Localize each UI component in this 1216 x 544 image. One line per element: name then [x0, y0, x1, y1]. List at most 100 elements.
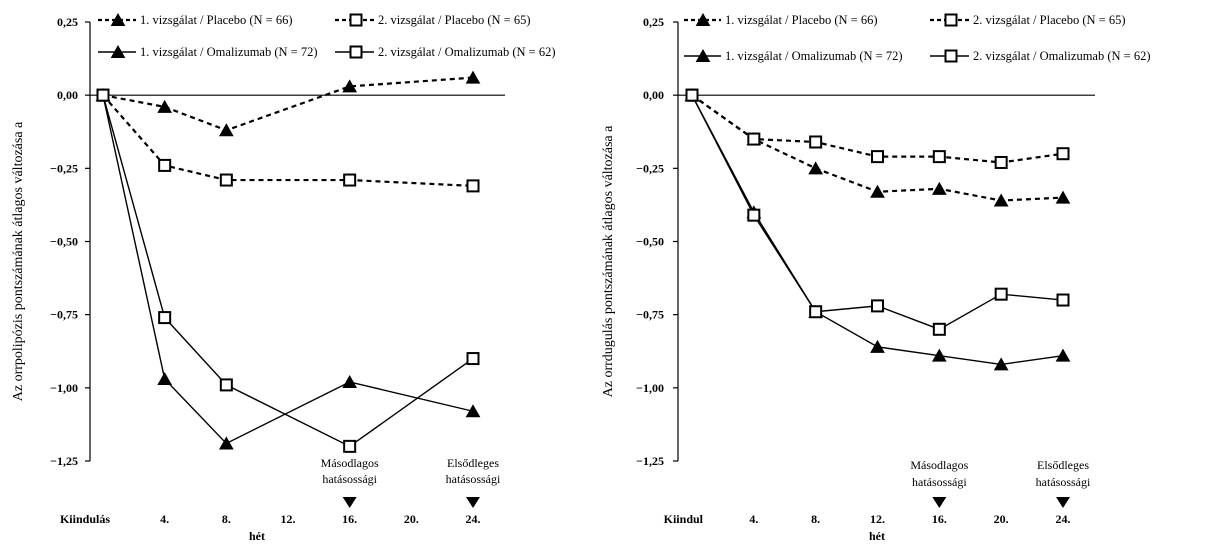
- y-axis-label: Az orrpolipózis pontszámának átlagos vál…: [11, 121, 26, 401]
- data-point: [1055, 348, 1071, 362]
- legend-item: 2. vizsgálat / Omalizumab (N = 62): [335, 45, 556, 59]
- data-point: [932, 150, 946, 164]
- data-point: [931, 181, 947, 195]
- legend-label: 2. vizsgálat / Omalizumab (N = 62): [973, 49, 1151, 63]
- legend-label: 2. vizsgálat / Omalizumab (N = 62): [378, 45, 556, 59]
- legend-label: 2. vizsgálat / Placebo (N = 65): [973, 13, 1126, 27]
- data-point: [466, 352, 480, 366]
- legend-marker: [349, 13, 363, 27]
- annotation-label: Elsődleges: [1037, 458, 1089, 472]
- legend-marker: [944, 49, 958, 63]
- legend-item: 2. vizsgálat / Placebo (N = 65): [930, 13, 1126, 27]
- legend-label: 1. vizsgálat / Placebo (N = 66): [140, 13, 293, 27]
- data-point: [342, 79, 358, 93]
- legend-item: 1. vizsgálat / Placebo (N = 66): [684, 12, 878, 27]
- x-tick-label: 12.: [281, 512, 296, 526]
- data-point: [870, 184, 885, 198]
- y-tick-label: 0,00: [57, 88, 78, 102]
- chart-panel-1: 0,25 0,00 −0,25 −0,50 −0,75 −1,00 −1,25 Az orrp…: [11, 12, 556, 543]
- data-point: [158, 158, 172, 172]
- data-point: [871, 150, 884, 164]
- data-point: [932, 322, 946, 336]
- data-point: [747, 208, 761, 222]
- legend-label: 1. vizsgálat / Placebo (N = 66): [725, 13, 878, 27]
- y-tick-label: −1,25: [50, 454, 78, 468]
- x-tick-label: 8.: [222, 512, 231, 526]
- series-line: [102, 94, 474, 187]
- data-point: [993, 193, 1009, 207]
- data-point: [993, 357, 1009, 371]
- x-tick-label: 20.: [994, 512, 1009, 526]
- y-tick-label: −0,50: [50, 235, 78, 249]
- annotation-label: hatásossági: [1036, 475, 1091, 489]
- x-tick-label: 4.: [160, 512, 169, 526]
- y-tick-label: −1,00: [50, 381, 78, 395]
- data-point: [219, 378, 233, 392]
- y-tick-label: 0,25: [57, 15, 78, 29]
- data-point: [685, 88, 699, 102]
- x-axis-label: hét: [249, 529, 265, 543]
- annotation-label: hatásossági: [322, 472, 377, 486]
- data-point: [465, 70, 481, 84]
- y-tick-label: −1,25: [636, 454, 664, 468]
- legend-item: 1. vizsgálat / Omalizumab (N = 72): [684, 48, 903, 63]
- y-axis-label: Az orrdugulás pontszámának átlagos válto…: [601, 125, 616, 398]
- data-point: [466, 179, 480, 193]
- series-line: [102, 95, 474, 445]
- data-point: [870, 339, 885, 353]
- y-tick-label: 0,00: [643, 88, 664, 102]
- x-axis-label: hét: [869, 529, 885, 543]
- series-line: [102, 76, 474, 132]
- legend-marker: [110, 44, 126, 58]
- legend-item: 1. vizsgálat / Placebo (N = 66): [98, 12, 293, 27]
- legend-label: 2. vizsgálat / Placebo (N = 65): [378, 13, 531, 27]
- data-point: [342, 374, 358, 388]
- data-point: [1055, 190, 1071, 204]
- x-tick-label: 24.: [1056, 512, 1071, 526]
- x-tick-label: 16.: [342, 512, 357, 526]
- data-point: [157, 99, 173, 113]
- y-tick-label: −0,75: [50, 308, 78, 322]
- annotation-label: Másodlagos: [910, 458, 968, 472]
- data-point: [96, 88, 110, 102]
- annotation-label: hatásossági: [446, 472, 501, 486]
- data-point: [1056, 147, 1070, 161]
- legend-marker: [695, 12, 711, 26]
- legend-item: 2. vizsgálat / Placebo (N = 65): [335, 13, 531, 27]
- legend-marker: [110, 12, 126, 26]
- data-point: [871, 299, 884, 313]
- legend-label: 1. vizsgálat / Omalizumab (N = 72): [725, 49, 903, 63]
- data-point: [158, 311, 172, 325]
- legend-label: 1. vizsgálat / Omalizumab (N = 72): [140, 45, 318, 59]
- annotation-arrow-icon: [466, 497, 480, 508]
- data-point: [994, 287, 1008, 301]
- y-tick-label: −0,50: [636, 235, 664, 249]
- legend-item: 2. vizsgálat / Omalizumab (N = 62): [930, 49, 1151, 63]
- data-point: [218, 436, 234, 450]
- chart-panel-2: 0,25 0,00 −0,25 −0,50 −0,75 −1,00 −1,25 Az orrd…: [601, 12, 1151, 543]
- annotation-arrow-icon: [1056, 497, 1070, 508]
- legend-marker: [695, 48, 711, 62]
- x-tick-label: 4.: [749, 512, 758, 526]
- legend-marker: [944, 13, 958, 27]
- data-point: [809, 135, 823, 149]
- y-tick-label: −0,25: [50, 161, 78, 175]
- annotation-label: Másodlagos: [321, 456, 379, 470]
- data-point: [809, 305, 823, 319]
- data-point: [808, 161, 824, 175]
- series-line: [102, 94, 474, 448]
- y-tick-label: −0,75: [636, 308, 664, 322]
- y-tick-label: −1,00: [636, 381, 664, 395]
- data-point: [465, 404, 481, 418]
- data-point: [218, 123, 234, 137]
- legend-item: 1. vizsgálat / Omalizumab (N = 72): [98, 44, 318, 59]
- annotation-label: Elsődleges: [447, 456, 499, 470]
- legend-marker: [349, 45, 363, 59]
- x-tick-label: 20.: [404, 512, 419, 526]
- data-point: [343, 439, 357, 453]
- data-point: [1056, 293, 1070, 307]
- data-point: [931, 348, 947, 362]
- y-tick-label: 0,25: [643, 15, 664, 29]
- data-point: [157, 372, 173, 386]
